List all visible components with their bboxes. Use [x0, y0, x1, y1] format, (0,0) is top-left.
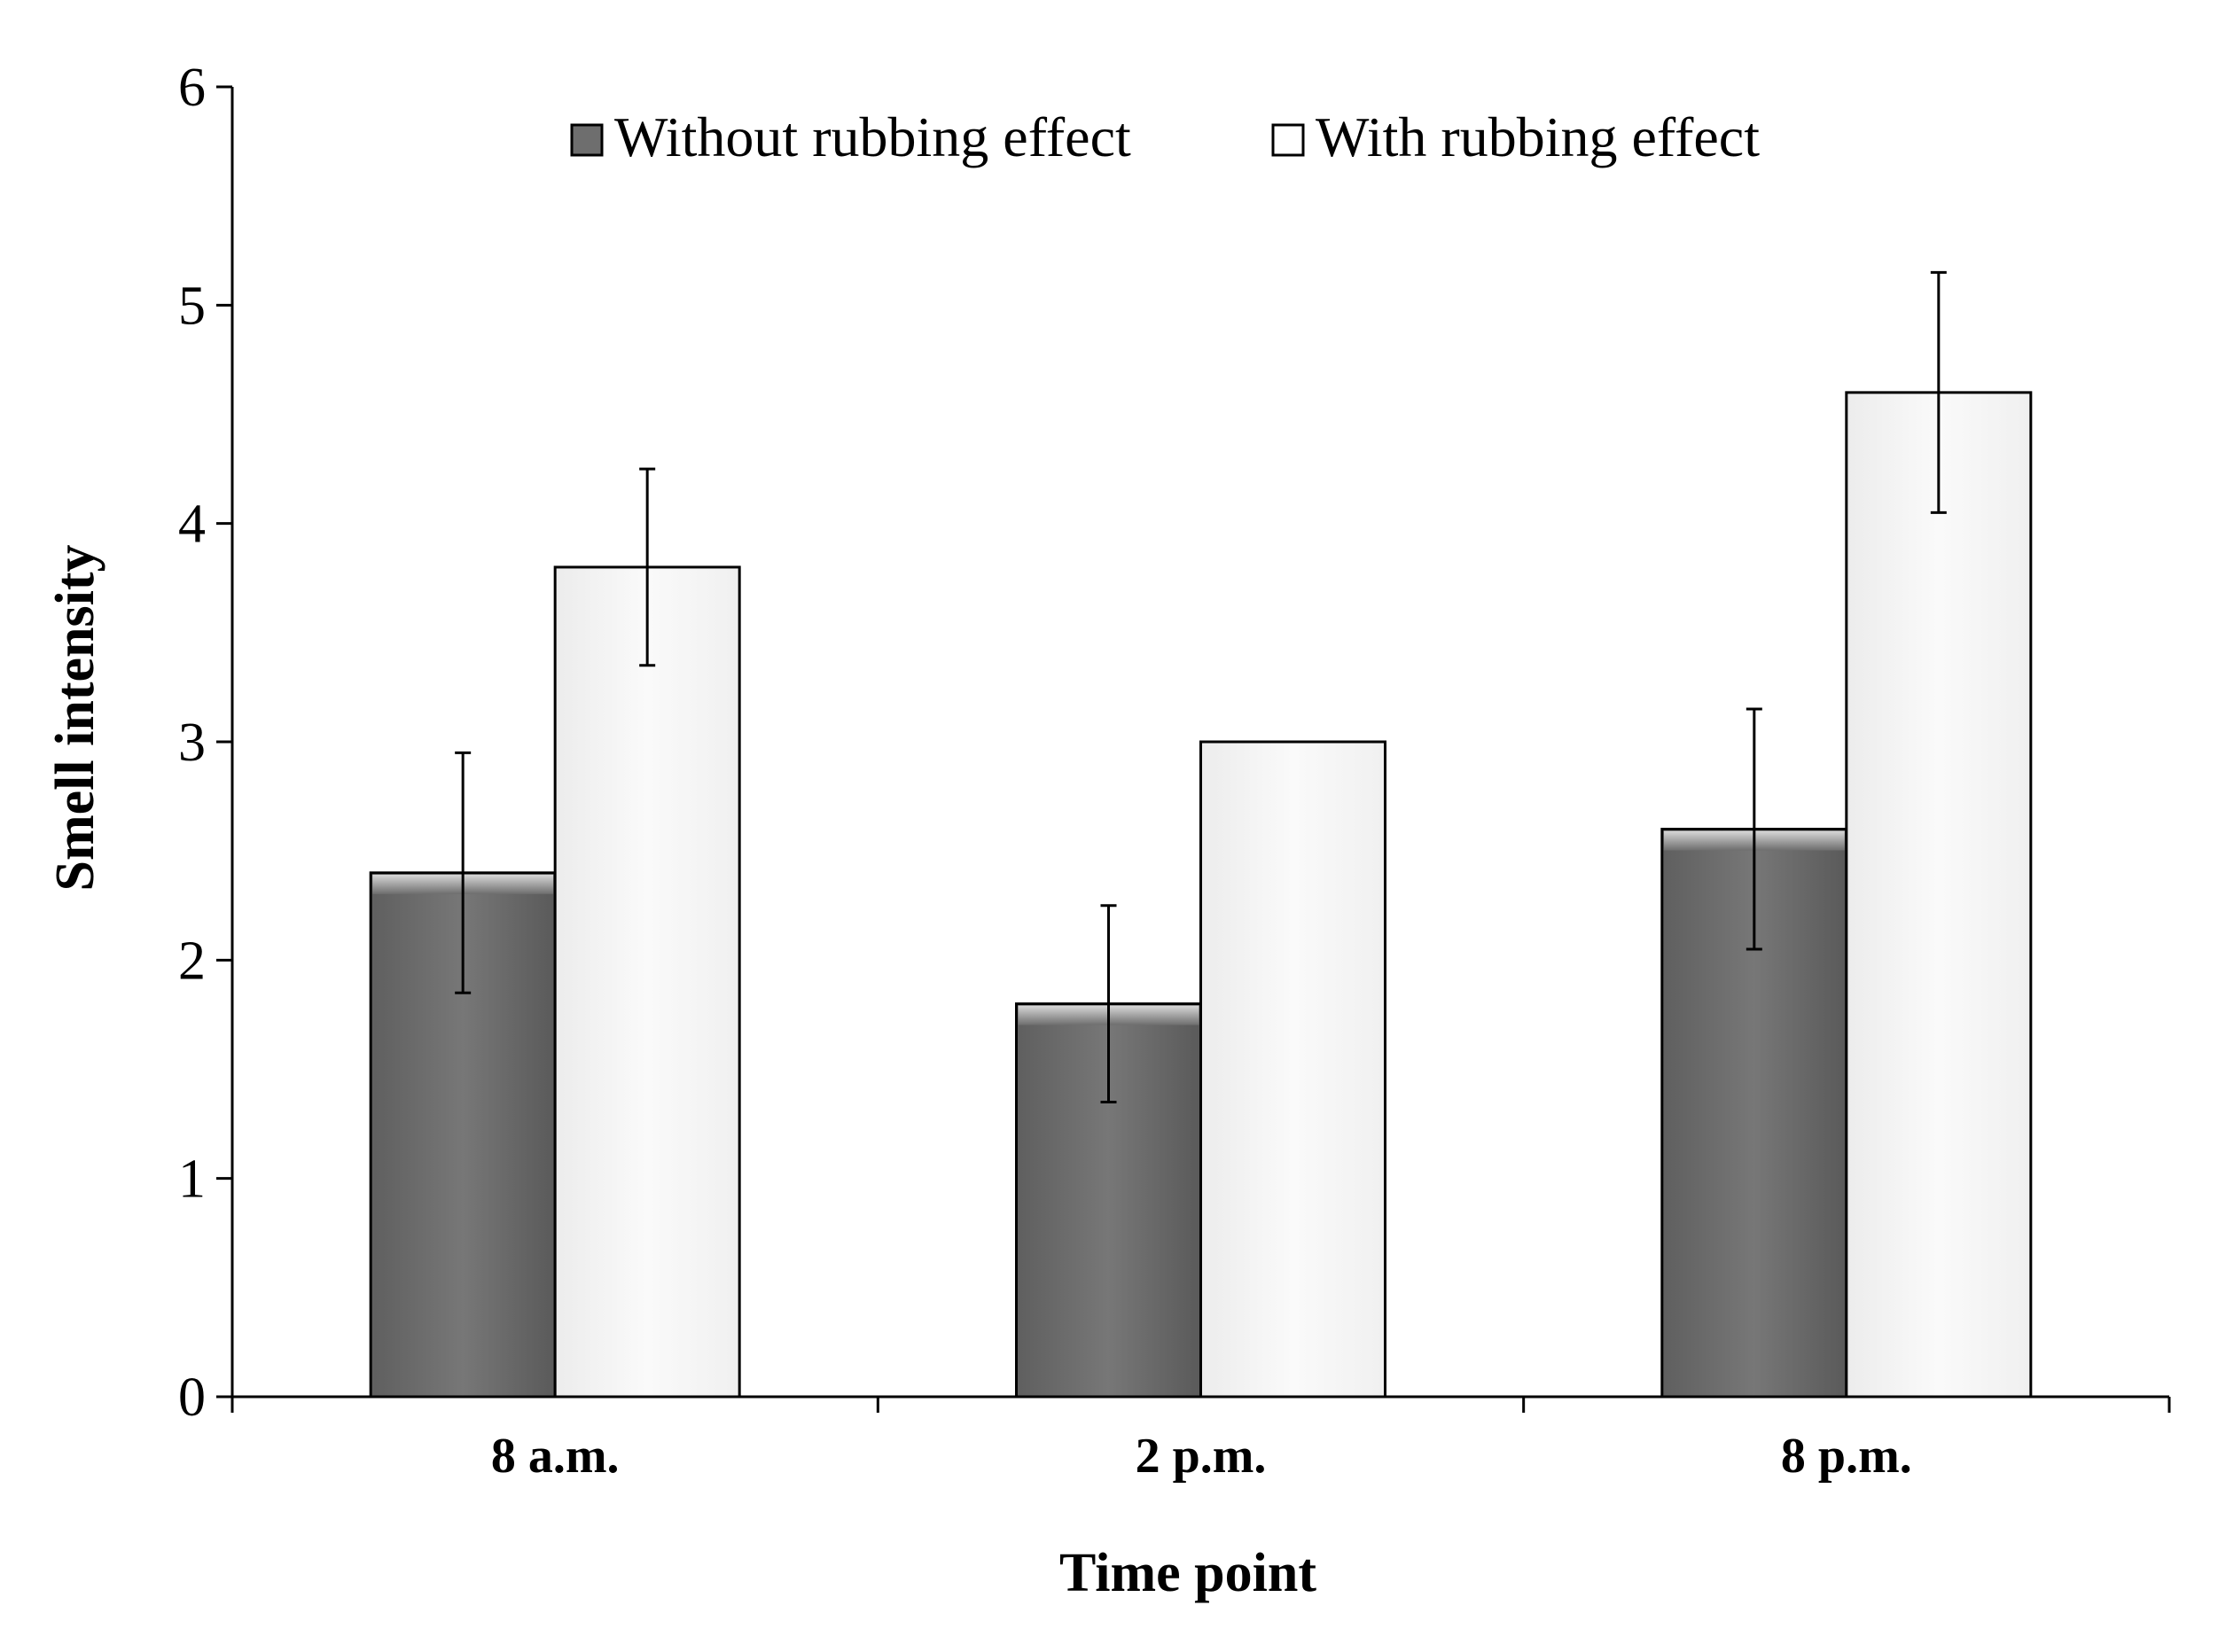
- axes-layer: 0 1 2 3 4 5 6 8 a.m. 2 p.m. 8 p.m.: [178, 58, 2171, 1484]
- y-tick-label: 4: [178, 495, 206, 555]
- legend-swatch-with-rubbing: [1271, 123, 1305, 157]
- legend-label-without-rubbing: Without rubbing effect: [614, 105, 1131, 168]
- y-tick-label: 2: [178, 931, 206, 991]
- legend-label-with-rubbing: With rubbing effect: [1316, 105, 1760, 168]
- y-tick-label: 6: [178, 58, 206, 118]
- x-tick-label: 8 p.m.: [1781, 1429, 1912, 1484]
- bars-layer: [369, 391, 2033, 1399]
- x-axis-title: Time point: [1059, 1543, 1316, 1603]
- bar-with-rubbing: [1845, 391, 2033, 1399]
- y-axis-title: Smell intensity: [45, 545, 105, 892]
- x-tick-label: 2 p.m.: [1136, 1429, 1267, 1484]
- y-tick-label: 0: [178, 1368, 206, 1428]
- x-tick-label: 8 a.m.: [491, 1429, 620, 1484]
- bar-with-rubbing: [1199, 740, 1386, 1399]
- bar-with-rubbing: [553, 565, 741, 1399]
- error-bars-layer: [455, 270, 1947, 1103]
- y-tick-label: 5: [178, 276, 206, 336]
- y-tick-label: 1: [178, 1149, 206, 1210]
- legend-swatch-without-rubbing: [570, 123, 604, 157]
- y-tick-label: 3: [178, 713, 206, 773]
- legend: Without rubbing effect With rubbing effe…: [570, 105, 1760, 168]
